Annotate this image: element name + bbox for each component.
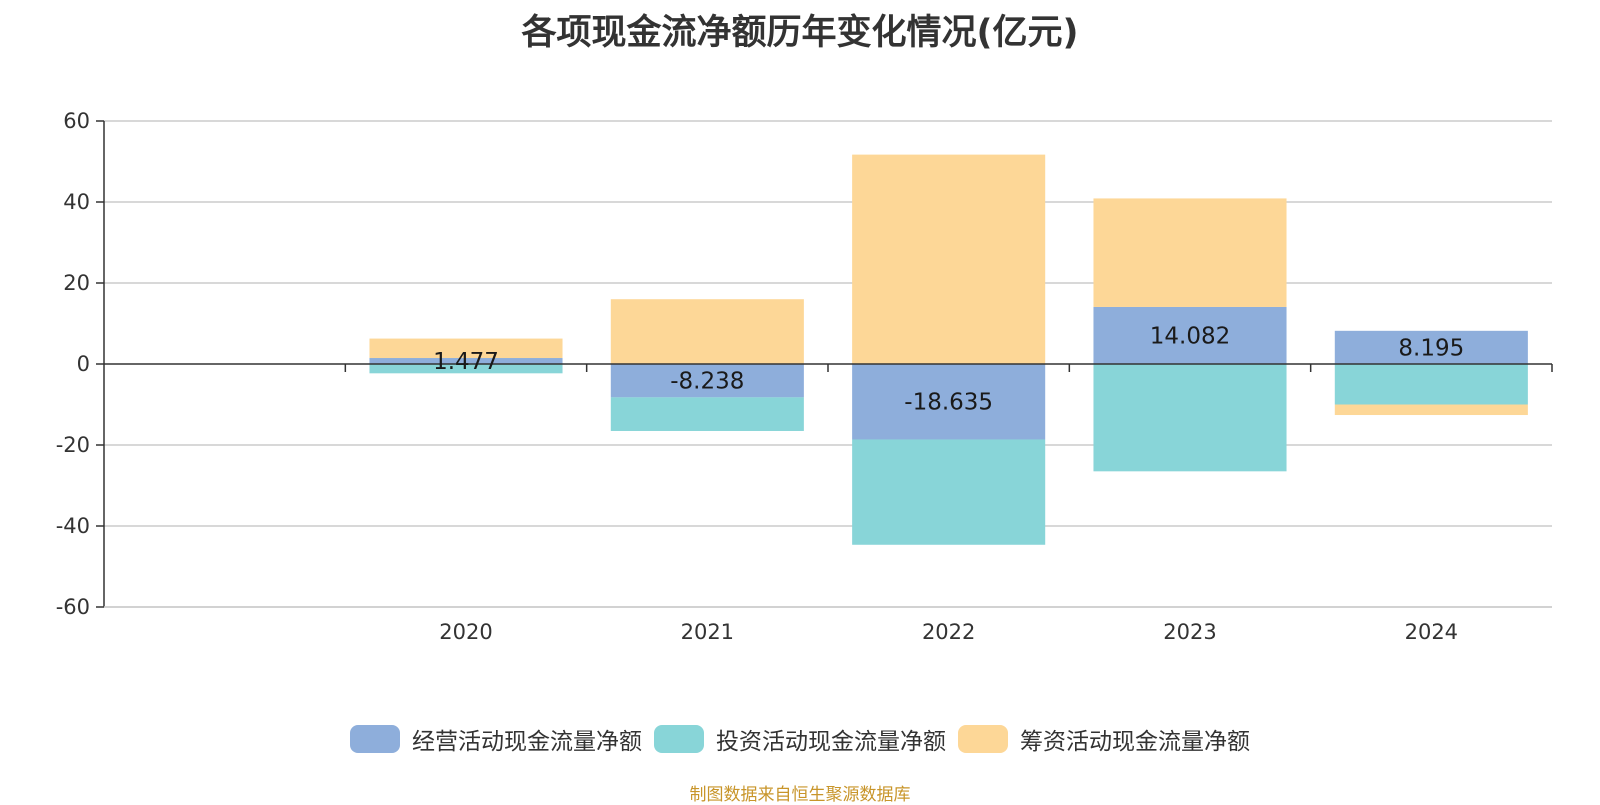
x-tick-label: 2021	[681, 620, 734, 644]
legend-item-1[interactable]: 经营活动现金流量净额	[350, 722, 642, 756]
x-tick-label: 2022	[922, 620, 975, 644]
legend-label: 经营活动现金流量净额	[412, 729, 642, 755]
y-tick-label: -40	[56, 514, 90, 538]
bar-2-2021	[610, 397, 804, 431]
x-tick-label: 2024	[1405, 620, 1458, 644]
bar-1-2023	[1093, 306, 1287, 364]
bar-2-2023	[1093, 364, 1287, 472]
legend-label: 投资活动现金流量净额	[716, 729, 946, 755]
y-tick-label: -60	[56, 595, 90, 619]
bar-3-2022	[852, 154, 1046, 364]
bar-3-2021	[610, 299, 804, 364]
source-note: 制图数据来自恒生聚源数据库	[689, 785, 911, 805]
bars	[369, 154, 1528, 545]
chart-title: 各项现金流净额历年变化情况(亿元)	[521, 13, 1079, 53]
data-label: -18.635	[904, 390, 993, 416]
data-label: 8.195	[1398, 335, 1464, 361]
bar-3-2024	[1334, 404, 1528, 416]
axes: 60 40 20 0 -20 -40 -60 2020 2021 2022 2023 2024	[56, 109, 1553, 644]
legend-swatch	[350, 725, 400, 753]
bar-2-2020	[369, 364, 563, 374]
x-tick-label: 2020	[439, 620, 492, 644]
bar-2-2024	[1334, 364, 1528, 405]
data-labels: 1.477 -8.238 -18.635 14.082 8.195	[433, 323, 1464, 415]
bar-1-2021	[610, 364, 804, 398]
x-tick-label: 2023	[1163, 620, 1216, 644]
y-tick-label: -20	[56, 433, 90, 457]
data-label: 14.082	[1150, 323, 1230, 349]
legend-swatch	[958, 725, 1008, 753]
bar-3-2023	[1093, 198, 1287, 307]
legend-swatch	[654, 725, 704, 753]
data-label: 1.477	[433, 349, 499, 375]
bar-1-2020	[369, 358, 563, 364]
bar-3-2020	[369, 338, 563, 359]
legend: 经营活动现金流量净额 投资活动现金流量净额 筹资活动现金流量净额	[0, 722, 1600, 756]
legend-label: 筹资活动现金流量净额	[1020, 729, 1250, 755]
bar-2-2022	[852, 439, 1046, 545]
y-tick-label: 60	[63, 109, 90, 133]
y-tick-label: 40	[63, 190, 90, 214]
legend-item-3[interactable]: 筹资活动现金流量净额	[958, 722, 1250, 756]
legend-item-2[interactable]: 投资活动现金流量净额	[654, 722, 946, 756]
data-label: -8.238	[670, 369, 744, 395]
y-tick-label: 20	[63, 271, 90, 295]
bar-1-2024	[1334, 330, 1528, 364]
bar-1-2022	[852, 364, 1046, 440]
y-tick-label: 0	[77, 352, 90, 376]
